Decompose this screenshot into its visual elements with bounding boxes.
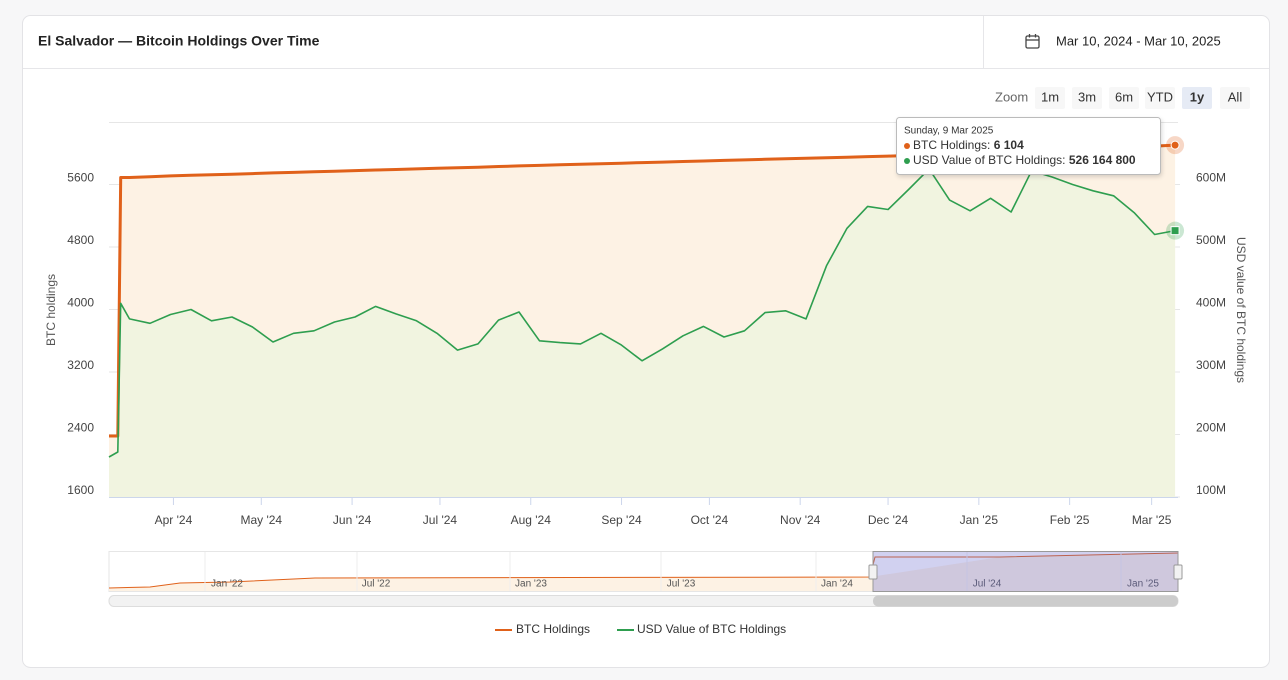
- x-tick-label: Dec '24: [868, 513, 909, 527]
- navigator-label: Jan '25: [1127, 579, 1159, 590]
- calendar-icon[interactable]: [1025, 34, 1040, 49]
- x-tick-label: Apr '24: [155, 513, 193, 527]
- navigator-line: [108, 552, 1179, 589]
- series-line: [108, 168, 1176, 458]
- zoom-button[interactable]: [1145, 87, 1175, 109]
- zoom-button[interactable]: [1109, 87, 1139, 109]
- zoom-button[interactable]: [1220, 87, 1250, 109]
- tooltip-bullet: [904, 158, 910, 164]
- navigator-area: [109, 553, 1178, 591]
- x-tick-label: Aug '24: [511, 513, 552, 527]
- y-tick-label: 1600: [67, 483, 94, 497]
- chart-title: El Salvador — Bitcoin Holdings Over Time: [38, 33, 320, 49]
- tooltip-bullet: [904, 143, 910, 149]
- y-tick-label: 4800: [67, 233, 94, 247]
- navigator-label: Jan '23: [515, 579, 547, 590]
- navigator-handle[interactable]: [868, 564, 878, 580]
- x-tick-label: Jul '24: [423, 513, 458, 527]
- y2-axis-title: USD value of BTC holdings: [1234, 237, 1248, 383]
- tooltip-label: USD Value of BTC Holdings:: [913, 153, 1066, 167]
- y-tick-label: 4000: [67, 296, 94, 310]
- y-tick-label: 3200: [67, 358, 94, 372]
- point-marker: [1170, 226, 1180, 236]
- zoom-button[interactable]: [1035, 87, 1065, 109]
- y-tick-label: 5600: [67, 171, 94, 185]
- x-tick-label: Feb '25: [1050, 513, 1090, 527]
- y-axis-title: BTC holdings: [44, 274, 58, 346]
- navigator-label: Jul '23: [667, 579, 696, 590]
- point-marker: [1170, 140, 1180, 150]
- x-tick-label: Jan '25: [960, 513, 999, 527]
- navigator-label: Jan '24: [821, 579, 853, 590]
- zoom-button-label[interactable]: 1y: [1190, 89, 1205, 104]
- tooltip-value: 6 104: [994, 138, 1024, 152]
- tooltip-row: BTC Holdings: 6 104: [913, 138, 1024, 152]
- navigator-label: Jan '22: [211, 579, 243, 590]
- zoom-button[interactable]: [1182, 87, 1212, 109]
- tooltip-row: USD Value of BTC Holdings: 526 164 800: [913, 153, 1136, 167]
- x-tick-label: Sep '24: [601, 513, 642, 527]
- tooltip-label: BTC Holdings:: [913, 138, 990, 152]
- x-tick-label: May '24: [240, 513, 282, 527]
- y2-tick-label: 600M: [1196, 171, 1226, 185]
- y2-tick-label: 200M: [1196, 421, 1226, 435]
- x-tick-label: Mar '25: [1132, 513, 1172, 527]
- zoom-button-label[interactable]: 3m: [1078, 89, 1096, 104]
- zoom-button-label[interactable]: YTD: [1147, 89, 1173, 104]
- x-tick-label: Nov '24: [780, 513, 821, 527]
- x-tick-label: Oct '24: [691, 513, 729, 527]
- zoom-button-label[interactable]: 6m: [1115, 89, 1133, 104]
- zoom-button-label[interactable]: All: [1228, 89, 1243, 104]
- series-area: [109, 168, 1176, 497]
- navigator-selection[interactable]: [872, 551, 1179, 592]
- zoom-button[interactable]: [1072, 87, 1102, 109]
- tooltip-box: [896, 117, 1161, 175]
- scrollbar-thumb[interactable]: [873, 595, 1178, 607]
- legend-label[interactable]: USD Value of BTC Holdings: [637, 622, 786, 636]
- legend-label[interactable]: BTC Holdings: [516, 622, 590, 636]
- y-tick-label: 2400: [67, 421, 94, 435]
- x-tick-label: Jun '24: [333, 513, 372, 527]
- y2-tick-label: 300M: [1196, 358, 1226, 372]
- y2-tick-label: 500M: [1196, 233, 1226, 247]
- tooltip-title: Sunday, 9 Mar 2025: [904, 126, 994, 137]
- navigator-label: Jul '22: [362, 579, 391, 590]
- date-range[interactable]: Mar 10, 2024 - Mar 10, 2025: [1056, 33, 1221, 48]
- navigator-label: Jul '24: [973, 579, 1002, 590]
- zoom-label: Zoom: [995, 89, 1028, 104]
- zoom-button-label[interactable]: 1m: [1041, 89, 1059, 104]
- y2-tick-label: 400M: [1196, 296, 1226, 310]
- tooltip-value: 526 164 800: [1069, 153, 1136, 167]
- y2-tick-label: 100M: [1196, 483, 1226, 497]
- navigator-handle[interactable]: [1173, 564, 1183, 580]
